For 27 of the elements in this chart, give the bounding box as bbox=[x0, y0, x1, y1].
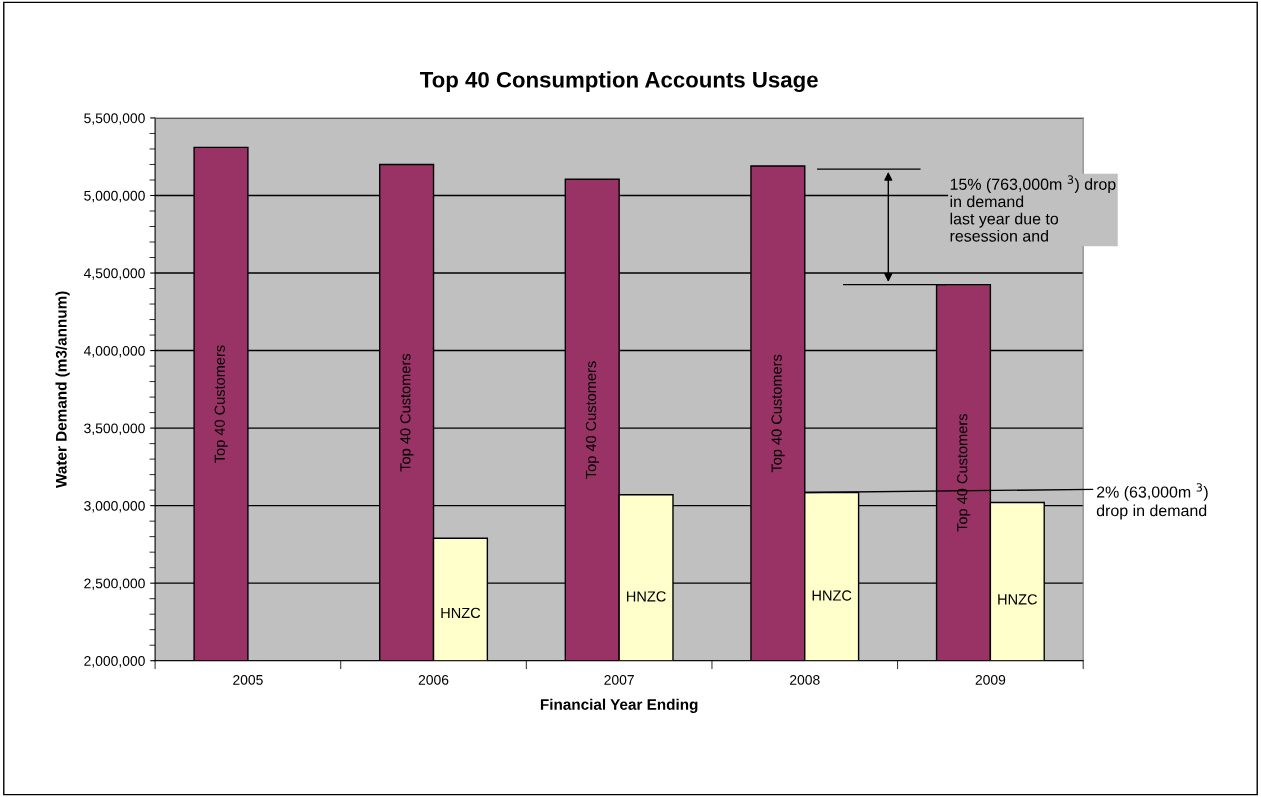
y-tick-label: 2,000,000 bbox=[84, 656, 145, 668]
x-tick-label: 2007 bbox=[604, 674, 634, 685]
series-label: HNZC bbox=[441, 607, 481, 619]
text: Top 40 Customers bbox=[957, 414, 971, 532]
text: Top 40 Customers bbox=[771, 354, 785, 473]
x-tick-label: 2005 bbox=[233, 674, 263, 685]
y-tick-label: 3,500,000 bbox=[84, 423, 145, 435]
text: Top 40 Customers bbox=[585, 361, 600, 479]
y-tick-label: 5,000,000 bbox=[84, 190, 145, 203]
x-tick-label: 2009 bbox=[975, 674, 1006, 685]
text: HNZC bbox=[998, 594, 1037, 605]
y-axis-title: Water Demand (m3/annum) bbox=[55, 291, 70, 488]
annotation: 2% (63,000m $^{3}$) drop in demand bbox=[1096, 483, 1208, 520]
y-tick-label: 2,500,000 bbox=[84, 578, 145, 590]
y-tick-label: 3,000,000 bbox=[84, 500, 145, 513]
text: 15% (763,000m $^{3}$) drop in demand last year due to resession and bbox=[950, 175, 1116, 242]
x-tick-label: 2006 bbox=[418, 674, 449, 685]
text: HNZC bbox=[812, 590, 852, 601]
series-label: Top 40 Customers bbox=[214, 345, 228, 463]
x-tick-label: 2008 bbox=[790, 674, 820, 685]
text: Top 40 Customers bbox=[400, 353, 414, 472]
y-tick-label: 4,500,000 bbox=[83, 268, 145, 280]
chart-title: Top 40 Consumption Accounts Usage bbox=[420, 71, 818, 93]
y-tick-label: 5,500,000 bbox=[84, 113, 145, 125]
x-axis-title: Financial Year Ending bbox=[540, 698, 698, 713]
text: HNZC bbox=[627, 591, 666, 602]
y-tick-label: 4,000,000 bbox=[83, 345, 145, 358]
